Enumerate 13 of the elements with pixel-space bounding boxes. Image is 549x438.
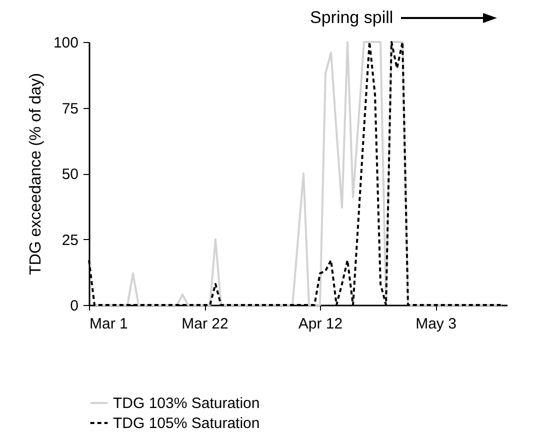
y-tick-label: 75	[62, 100, 78, 118]
y-axis-title: TDG exceedance (% of day)	[27, 73, 44, 275]
x-tick-label: Mar 22	[182, 316, 228, 332]
y-tick-label: 25	[62, 232, 78, 249]
x-tick-label: Apr 12	[298, 316, 343, 332]
y-tick-label: 0	[70, 298, 78, 314]
x-tick-label: Mar 1	[90, 316, 128, 332]
legend-label: TDG 103% Saturation	[113, 395, 260, 412]
x-tick-label: May 3	[416, 316, 456, 332]
y-tick-label: 50	[62, 166, 78, 183]
text: Spring spill	[310, 8, 394, 28]
legend-label: TDG 105% Saturation	[113, 415, 260, 432]
y-tick-label: 100	[53, 34, 78, 52]
